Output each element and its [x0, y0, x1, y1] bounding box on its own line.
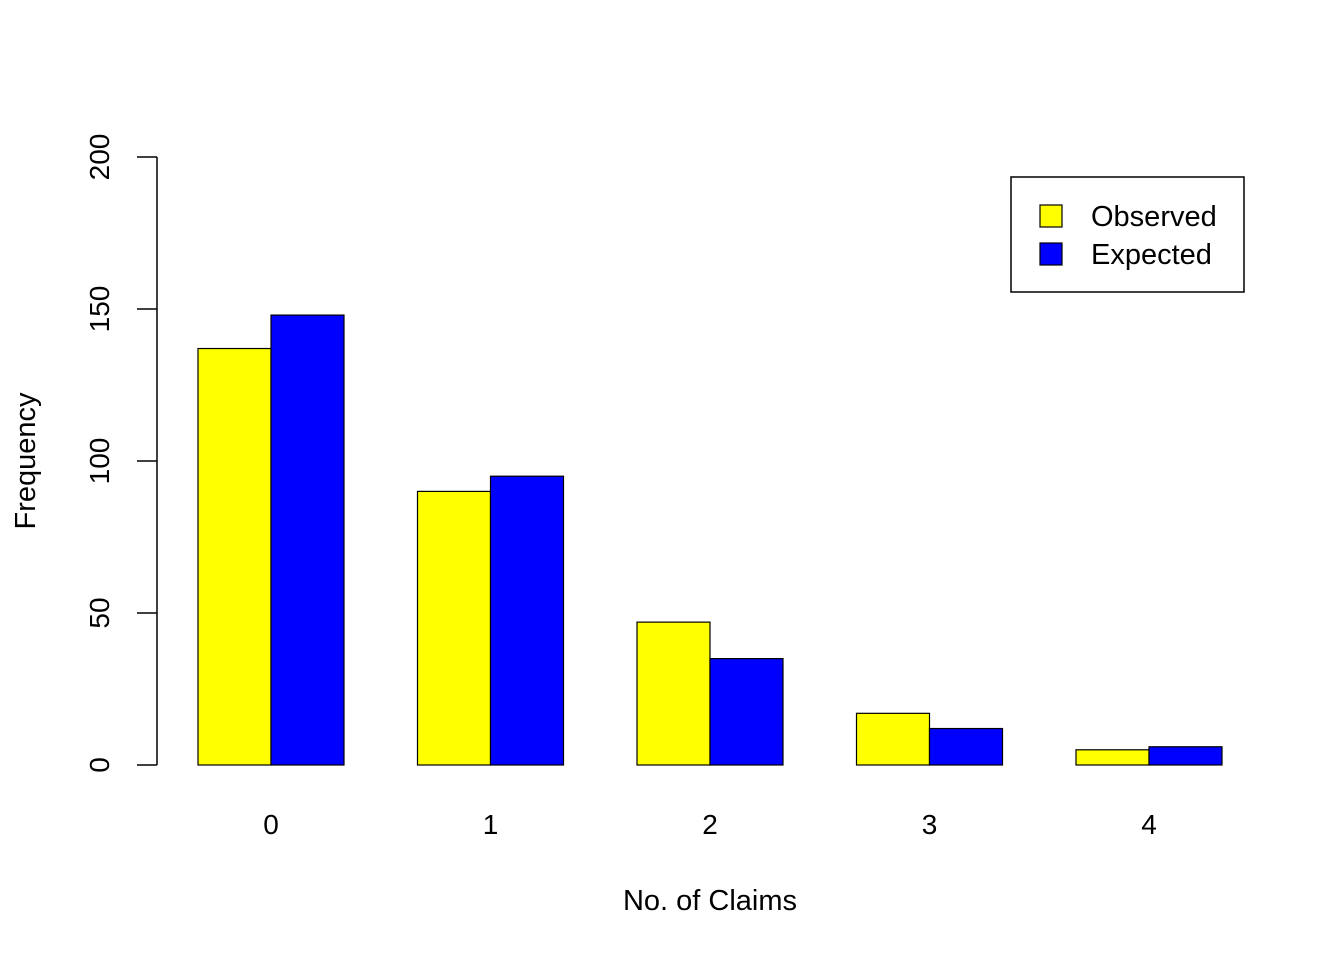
bar-expected-0 [270, 314, 345, 766]
bar-expected-1 [489, 475, 565, 766]
bar-observed-2 [636, 621, 711, 766]
y-axis: 0 50 100 150 200 [84, 134, 158, 773]
x-tick-label-1: 1 [483, 809, 499, 840]
legend-swatch-observed [1039, 204, 1063, 228]
y-ticks: 0 50 100 150 200 [84, 134, 157, 773]
bar-expected-3 [928, 727, 1004, 766]
legend-label-expected: Expected [1091, 239, 1212, 271]
legend-box [1010, 176, 1245, 293]
bar-expected-2 [709, 657, 784, 766]
legend-swatch-expected [1039, 242, 1063, 266]
bar-observed-3 [855, 712, 931, 766]
y-axis-label: Frequency [10, 392, 42, 530]
legend-label-observed: Observed [1091, 201, 1217, 233]
x-tick-label-3: 3 [922, 809, 938, 840]
bar-observed-0 [197, 347, 272, 766]
bars-group [197, 314, 1223, 766]
bar-observed-4 [1075, 749, 1150, 766]
x-tick-label-0: 0 [263, 809, 279, 840]
bar-expected-4 [1148, 746, 1223, 766]
x-tick-labels: 0 1 2 3 4 [263, 809, 1157, 840]
x-tick-label-4: 4 [1141, 809, 1157, 840]
y-tick-label-200: 200 [84, 134, 115, 181]
x-axis-label: No. of Claims [623, 885, 797, 917]
y-tick-label-50: 50 [84, 597, 115, 628]
x-tick-label-2: 2 [702, 809, 718, 840]
y-tick-label-0: 0 [84, 757, 115, 773]
legend: Observed Expected [1010, 176, 1245, 293]
y-tick-label-100: 100 [84, 438, 115, 485]
y-tick-label-150: 150 [84, 286, 115, 333]
bar-observed-1 [416, 490, 492, 766]
